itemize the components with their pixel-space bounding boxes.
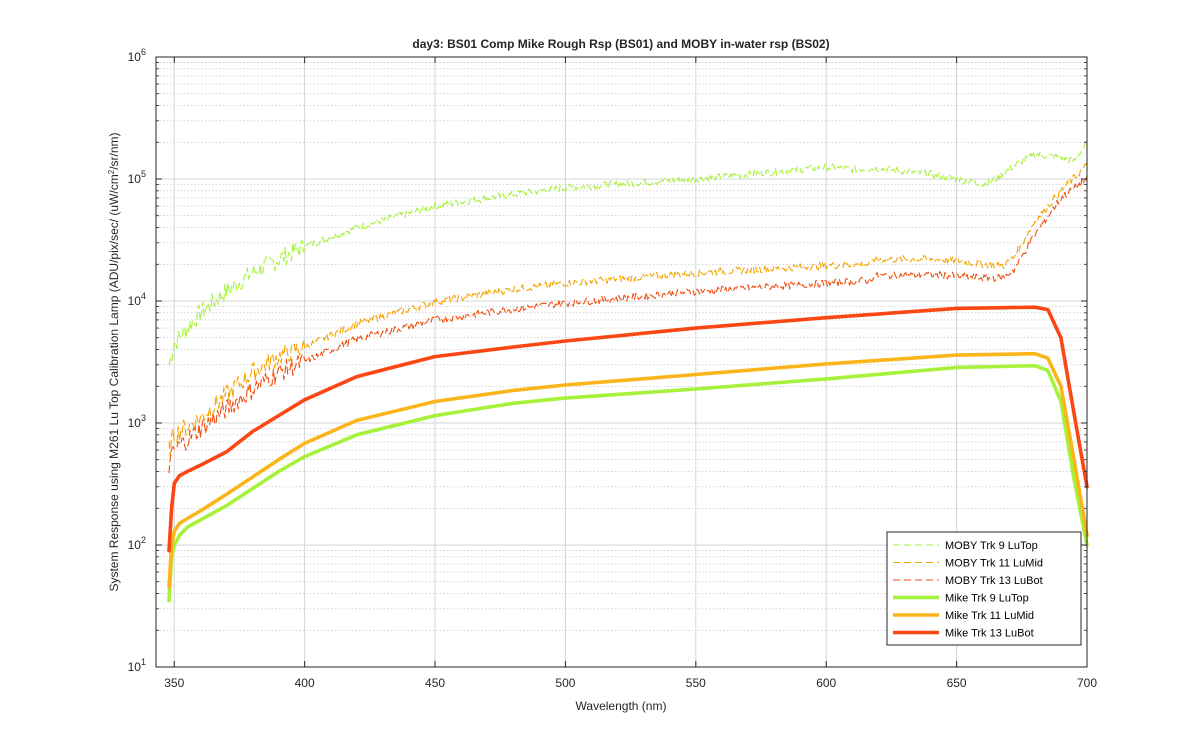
y-axis-label-main: System Response using M261 Lu Top Calibr… — [107, 174, 121, 591]
legend-label: MOBY Trk 9 LuTop — [945, 540, 1038, 552]
x-tick-label: 650 — [947, 676, 967, 690]
x-tick-label: 550 — [686, 676, 706, 690]
series-line — [167, 305, 1089, 553]
y-tick-exponent: 1 — [141, 657, 146, 667]
legend-label: MOBY Trk 11 LuMid — [945, 558, 1043, 570]
y-tick-label: 103 — [128, 413, 146, 430]
x-tick-label: 600 — [816, 676, 836, 690]
y-tick-label: 105 — [128, 169, 146, 186]
y-tick-exponent: 2 — [141, 535, 146, 545]
series-layer — [167, 140, 1089, 603]
y-tick-base: 10 — [128, 538, 142, 552]
y-tick-base: 10 — [128, 416, 142, 430]
y-tick-exponent: 4 — [141, 291, 146, 301]
y-axis-label: System Response using M261 Lu Top Calibr… — [107, 132, 122, 591]
x-tick-label: 350 — [164, 676, 184, 690]
y-tick-exponent: 5 — [141, 169, 146, 179]
y-tick-base: 10 — [128, 294, 142, 308]
y-tick-exponent: 3 — [141, 413, 146, 423]
legend-box — [886, 531, 1082, 646]
legend-label: Mike Trk 11 LuMid — [945, 610, 1034, 622]
x-axis-label: Wavelength (nm) — [576, 699, 667, 713]
plot-frame — [155, 56, 1088, 668]
series-line — [167, 351, 1089, 590]
legend-items: MOBY Trk 9 LuTop MOBY Trk 11 LuMid MOBY Tr… — [893, 540, 1043, 640]
y-axis-label-end: /sr/nm) — [107, 132, 121, 169]
series-line — [167, 363, 1089, 603]
y-tick-exponent: 6 — [141, 47, 146, 57]
x-tick-label: 400 — [295, 676, 315, 690]
y-tick-base: 10 — [128, 660, 142, 674]
legend: MOBY Trk 9 LuTop MOBY Trk 11 LuMid MOBY Tr… — [886, 531, 1082, 646]
grid-minor — [156, 62, 1087, 631]
x-tick-label: 500 — [555, 676, 575, 690]
y-tick-label: 102 — [128, 535, 146, 552]
legend-label: Mike Trk 9 LuTop — [945, 593, 1029, 605]
legend-label: Mike Trk 13 LuBot — [945, 628, 1034, 640]
x-tick-label: 700 — [1077, 676, 1097, 690]
x-tick-label: 450 — [425, 676, 445, 690]
series-line — [168, 140, 1088, 366]
y-tick-label: 104 — [128, 291, 146, 308]
chart-title: day3: BS01 Comp Mike Rough Rsp (BS01) an… — [412, 37, 829, 51]
series-line — [168, 175, 1088, 474]
series-line — [168, 163, 1088, 456]
y-tick-base: 10 — [128, 50, 142, 64]
legend-label: MOBY Trk 13 LuBot — [945, 575, 1043, 587]
axis-ticks — [156, 56, 1088, 668]
y-tick-label: 106 — [128, 47, 146, 64]
x-tick-labels: 350 400 450 500 550 600 650 700 — [164, 676, 1097, 690]
y-tick-label: 101 — [128, 657, 146, 674]
y-tick-base: 10 — [128, 172, 142, 186]
y-axis-label-superscript: 2 — [107, 169, 116, 174]
